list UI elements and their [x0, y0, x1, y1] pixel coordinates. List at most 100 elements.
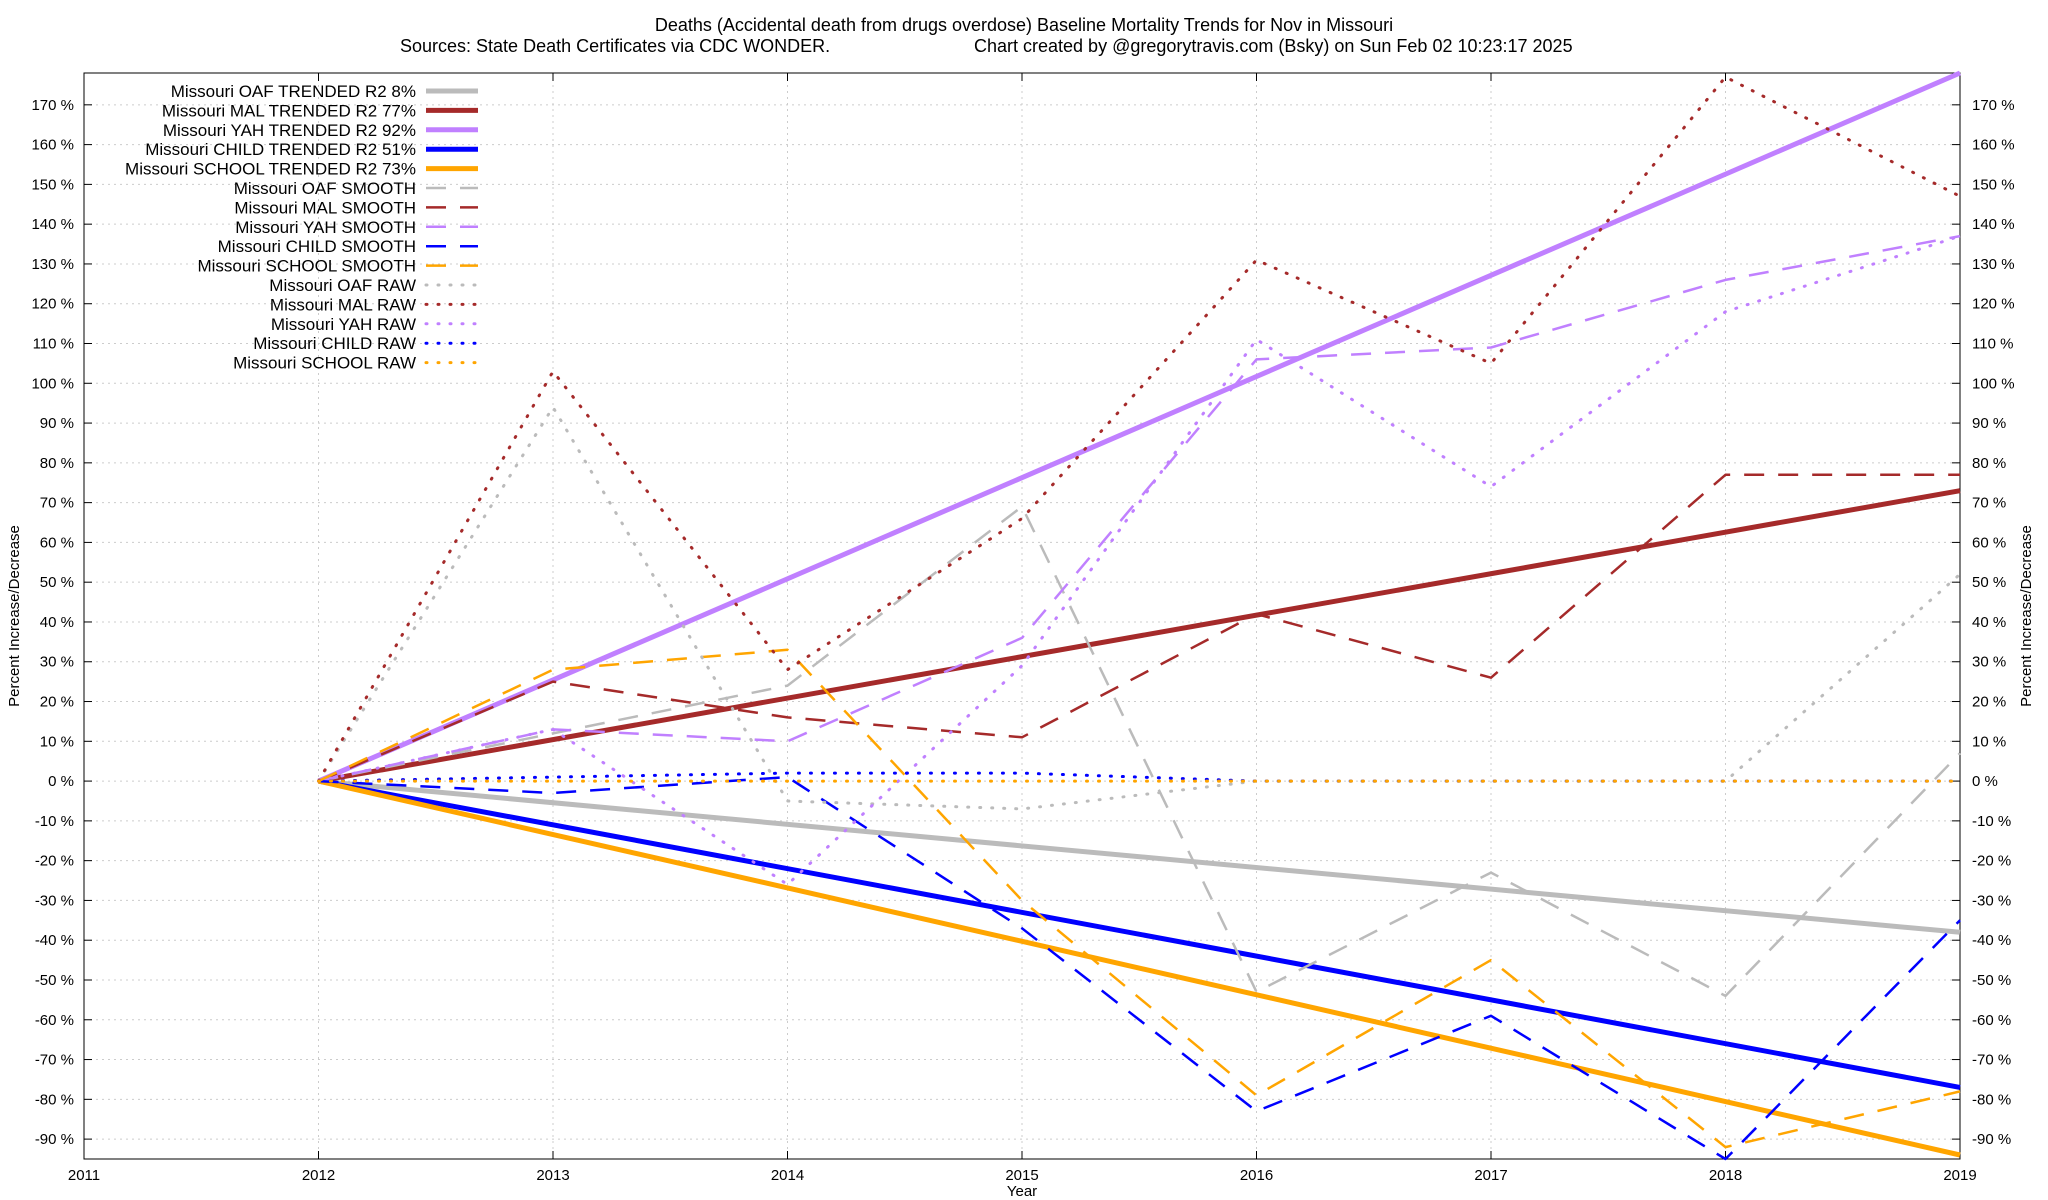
y-tick-label-right: -20 % — [1972, 853, 2011, 870]
y-tick-label-left: 90 % — [40, 415, 74, 432]
y-tick-label-left: 10 % — [40, 733, 74, 750]
y-tick-label-right: 100 % — [1972, 375, 2015, 392]
y-tick-label-left: 70 % — [40, 495, 74, 512]
chart-title: Deaths (Accidental death from drugs over… — [655, 15, 1393, 35]
y-tick-label-left: -60 % — [35, 1012, 74, 1029]
series-line-missouri-oaf-smooth — [318, 505, 1961, 998]
x-tick-label: 2013 — [536, 1167, 569, 1184]
chart-subtitle-source: Sources: State Death Certificates via CD… — [400, 36, 830, 56]
y-tick-label-left: -10 % — [35, 813, 74, 830]
y-tick-label-right: -30 % — [1972, 892, 2011, 909]
y-tick-label-left: -50 % — [35, 972, 74, 989]
y-tick-label-left: 50 % — [40, 574, 74, 591]
y-tick-label-left: 60 % — [40, 534, 74, 551]
y-tick-label-right: 60 % — [1972, 534, 2006, 551]
legend-label: Missouri OAF RAW — [269, 276, 416, 295]
legend-label: Missouri CHILD RAW — [253, 334, 416, 353]
y-tick-label-left: 170 % — [31, 97, 74, 114]
legend-label: Missouri MAL TRENDED R2 77% — [162, 101, 416, 120]
legend-label: Missouri MAL RAW — [270, 295, 416, 314]
y-tick-label-left: -20 % — [35, 853, 74, 870]
y-axis-label-right: Percent Increase/Decrease — [2018, 525, 2035, 707]
legend-label: Missouri YAH TRENDED R2 92% — [163, 121, 416, 140]
y-tick-label-right: 0 % — [1972, 773, 1998, 790]
y-tick-label-left: 150 % — [31, 176, 74, 193]
legend-label: Missouri OAF SMOOTH — [234, 179, 416, 198]
y-tick-label-right: -10 % — [1972, 813, 2011, 830]
y-tick-label-right: 90 % — [1972, 415, 2006, 432]
series-line-missouri-oaf-raw — [317, 405, 1962, 811]
y-tick-label-right: 80 % — [1972, 455, 2006, 472]
y-tick-label-right: -60 % — [1972, 1012, 2011, 1029]
y-tick-label-left: -30 % — [35, 892, 74, 909]
y-tick-label-left: 100 % — [31, 375, 74, 392]
x-tick-label: 2014 — [771, 1167, 804, 1184]
axis-ticks: 2011 2012 2013 2014 2015 2016 2017 2018 2019 -90 … — [31, 73, 2015, 1184]
y-tick-label-left: 80 % — [40, 455, 74, 472]
y-tick-label-right: -40 % — [1972, 932, 2011, 949]
legend-label: Missouri YAH RAW — [271, 315, 416, 334]
y-tick-label-left: 140 % — [31, 216, 74, 233]
legend-label: Missouri SCHOOL SMOOTH — [197, 257, 416, 276]
y-tick-label-right: 150 % — [1972, 176, 2015, 193]
chart-subtitle-credit: Chart created by @gregorytravis.com (Bsk… — [974, 36, 1573, 56]
y-tick-label-left: -90 % — [35, 1131, 74, 1148]
legend-label: Missouri SCHOOL TRENDED R2 73% — [125, 160, 416, 179]
series-lines — [317, 70, 1962, 1161]
y-tick-label-left: 120 % — [31, 296, 74, 313]
series-line-missouri-child-raw — [317, 771, 1962, 783]
series-line-missouri-mal-trended-r2-77 — [318, 488, 1961, 784]
y-tick-label-right: -50 % — [1972, 972, 2011, 989]
y-axis-label-left: Percent Increase/Decrease — [6, 525, 23, 707]
legend-label: Missouri CHILD SMOOTH — [218, 237, 416, 256]
series-line-missouri-child-trended-r2-51 — [318, 778, 1961, 1090]
series-line-missouri-school-smooth — [317, 648, 1961, 1149]
x-tick-label: 2018 — [1709, 1167, 1742, 1184]
series-line-missouri-yah-raw — [317, 234, 1962, 886]
x-tick-label: 2017 — [1474, 1167, 1507, 1184]
legend-label: Missouri SCHOOL RAW — [233, 354, 416, 373]
series-line-missouri-child-smooth — [318, 775, 1961, 1161]
y-tick-label-right: 130 % — [1972, 256, 2015, 273]
series-line-missouri-oaf-trended-r2-8 — [318, 778, 1961, 935]
y-tick-label-right: 160 % — [1972, 137, 2015, 154]
series-line-missouri-mal-smooth — [318, 473, 1960, 783]
y-tick-label-left: -70 % — [35, 1052, 74, 1069]
y-tick-label-right: -70 % — [1972, 1052, 2011, 1069]
y-tick-label-right: 30 % — [1972, 654, 2006, 671]
y-tick-label-right: 120 % — [1972, 296, 2015, 313]
y-tick-label-right: -80 % — [1972, 1091, 2011, 1108]
y-tick-label-left: 110 % — [33, 336, 74, 353]
series-line-missouri-yah-trended-r2-92 — [317, 70, 1961, 784]
y-tick-label-right: 50 % — [1972, 574, 2006, 591]
x-tick-label: 2012 — [302, 1167, 335, 1184]
y-tick-label-right: 10 % — [1972, 733, 2006, 750]
legend-label: Missouri YAH SMOOTH — [235, 218, 416, 237]
y-tick-label-right: 20 % — [1972, 694, 2006, 711]
legend-label: Missouri CHILD TRENDED R2 51% — [145, 140, 416, 159]
x-tick-label: 2015 — [1005, 1167, 1038, 1184]
y-tick-label-left: 20 % — [40, 694, 74, 711]
y-tick-label-right: 70 % — [1972, 495, 2006, 512]
y-tick-label-right: 170 % — [1972, 97, 2015, 114]
y-tick-label-right: 140 % — [1972, 216, 2015, 233]
legend: Missouri OAF TRENDED R2 8%Missouri MAL T… — [125, 82, 480, 373]
grid — [83, 73, 1961, 1159]
y-tick-label-right: -90 % — [1972, 1131, 2011, 1148]
x-axis-label: Year — [1007, 1183, 1037, 1200]
x-tick-label: 2016 — [1240, 1167, 1273, 1184]
legend-label: Missouri MAL SMOOTH — [234, 198, 416, 217]
series-line-missouri-yah-smooth — [318, 234, 1961, 783]
x-tick-label: 2011 — [68, 1167, 100, 1184]
y-tick-label-left: 30 % — [40, 654, 74, 671]
x-tick-label: 2019 — [1943, 1167, 1976, 1184]
y-tick-label-left: 0 % — [48, 773, 74, 790]
series-line-missouri-school-trended-r2-73 — [317, 778, 1961, 1158]
y-tick-label-left: -40 % — [35, 932, 74, 949]
y-tick-label-left: 160 % — [31, 137, 74, 154]
y-tick-label-right: 40 % — [1972, 614, 2006, 631]
y-tick-label-left: 40 % — [40, 614, 74, 631]
y-tick-label-left: -80 % — [35, 1091, 74, 1108]
y-tick-label-left: 130 % — [31, 256, 74, 273]
